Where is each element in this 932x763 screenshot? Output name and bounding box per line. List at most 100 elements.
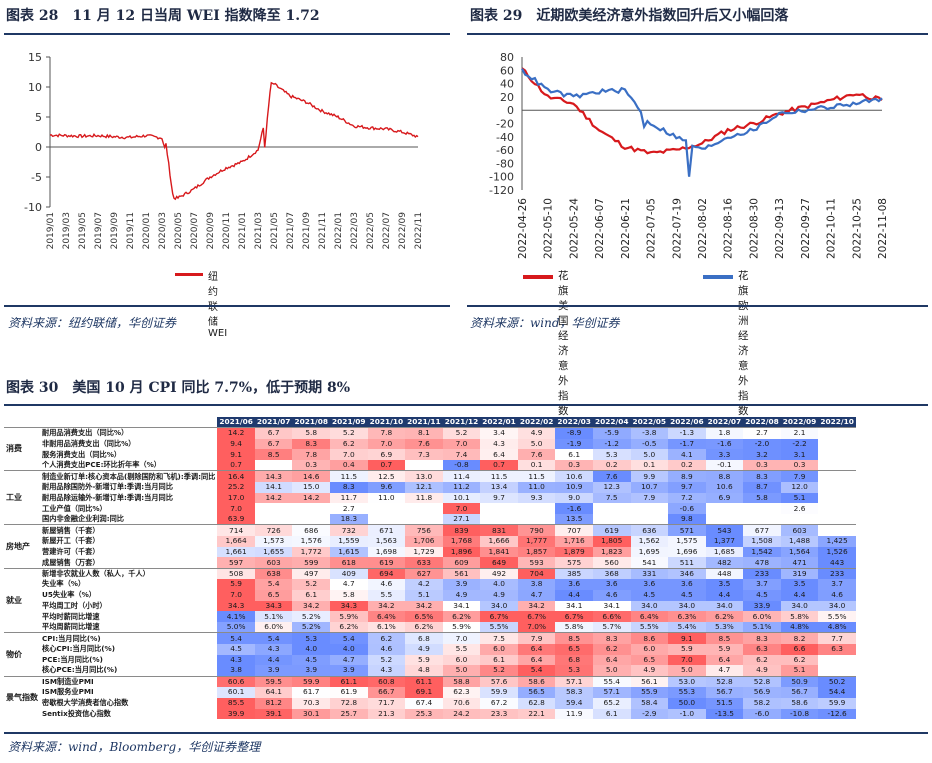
table-cell: 6.0% (254, 622, 293, 633)
table-cell: 4.4 (254, 654, 293, 666)
table-cell: 5.3 (555, 665, 593, 677)
table-cell: 8.5 (705, 632, 744, 644)
table-cell: 6.2% (705, 611, 744, 623)
table-cell: 4.0 (292, 643, 331, 655)
table-cell: 497 (292, 567, 331, 579)
table-cell: 70.3 (292, 697, 331, 709)
table-cell: 7.9 (630, 492, 669, 504)
us-legend-swatch (523, 275, 553, 279)
table-cell: 34.3 (254, 600, 293, 612)
table-cell (818, 665, 856, 676)
table-cell: 2.7 (330, 503, 368, 515)
table-row: 工业产值（同比%） 7.0 2.7 7.0 -1.6 -0.6 2.6 (4, 503, 856, 515)
table-cell: 8.2 (780, 632, 819, 644)
figure-29-source: 资料来源：wind，华创证券 (470, 316, 620, 330)
table-cell: 1,559 (330, 535, 368, 547)
csi-y-tick-label: -60 (496, 144, 514, 157)
table-cell: 4.9 (405, 643, 443, 655)
wei-x-tick-label: 2019/07 (94, 212, 104, 249)
table-cell: 10.6 (555, 470, 593, 482)
table-cell: 1,655 (254, 546, 293, 558)
csi-y-tick-label: -80 (496, 157, 514, 170)
table-row: 密歇根大学消费者信心指数 85.5 81.2 70.3 72.8 71.7 67.4 70.6… (4, 697, 856, 709)
header-indicator (40, 417, 218, 428)
table-cell: 6.5 (555, 643, 593, 655)
table-cell: 11.8 (405, 492, 443, 504)
table-cell: 25.2 (217, 481, 255, 493)
header-month: 2021/11 (405, 417, 443, 428)
table-cell: 0.3 (555, 460, 593, 471)
table-cell: 51.5 (705, 697, 744, 709)
table-cell: 0.2 (668, 460, 706, 471)
table-cell: 34.1 (555, 600, 593, 612)
table-cell (706, 514, 744, 525)
table-cell: 4.5 (743, 589, 781, 601)
table-cell: 1,563 (367, 535, 406, 547)
table-cell: 638 (254, 567, 293, 579)
table-cell: 5.2% (292, 622, 331, 633)
table-cell: 6.7 (254, 427, 293, 439)
table-cell: 1,768 (442, 535, 481, 547)
table-cell: 5.4% (668, 622, 706, 633)
table-cell: 5.2 (367, 654, 406, 666)
table-row: 非耐用品消费支出（同比%） 9.4 6.7 8.3 6.2 7.0 7.6 7.0 4.3 5.0… (4, 438, 856, 450)
table-cell: 25.7 (330, 708, 368, 720)
table-cell: 1,698 (367, 546, 406, 558)
wei-x-tick-label: 2019/11 (126, 212, 136, 249)
table-cell: 319 (780, 567, 819, 579)
table-cell: 5.2 (480, 665, 518, 677)
table-row: 服务消费支出（同比%） 9.1 8.5 7.8 7.0 6.9 7.3 7.4 6.4 7.6 6.… (4, 449, 856, 461)
table-cell: 619 (367, 557, 406, 569)
figure-28-title-rule (4, 33, 450, 35)
table-cell: 6.2 (743, 654, 781, 666)
table-cell: 4.7 (517, 589, 556, 601)
table-cell (743, 514, 781, 525)
table-cell: 12.1 (405, 481, 443, 493)
wei-series-line (49, 81, 419, 201)
table-cell: 33.9 (743, 600, 781, 612)
table-cell: 6.9 (367, 449, 406, 461)
table-cell: 4.9 (442, 589, 481, 601)
table-cell: -2.2 (780, 438, 819, 450)
table-cell: 4.0 (330, 643, 368, 655)
table-cell (593, 503, 631, 514)
table-cell: 6.2 (592, 643, 631, 655)
table-row: 房地产 新屋销售（千套） 714 726 686 732 671 756 839 831 790 70… (4, 524, 856, 569)
table-cell: 6.4 (592, 654, 631, 666)
table-cell: 561 (442, 567, 481, 579)
category-label: 房地产 (4, 524, 40, 569)
table-cell: 8.3 (743, 470, 781, 482)
table-cell: 4.5 (292, 654, 331, 666)
table-cell: 6.1 (555, 449, 593, 461)
table-cell: 59.9 (292, 675, 331, 687)
table-cell (292, 503, 330, 514)
indicator-label: 个人消费支出PCE:环比折年率（%） (42, 460, 161, 470)
table-cell: -3.8 (630, 427, 669, 439)
table-cell: -0.8 (442, 460, 481, 471)
table-cell: 3.9 (330, 665, 368, 677)
table-cell: -1.2 (592, 438, 631, 450)
table-cell: 1,772 (292, 546, 331, 558)
table-cell: 5.9% (330, 611, 368, 623)
table-cell: 7.0 (442, 632, 481, 644)
csi-x-tick-label: 2022-10-11 (826, 198, 838, 259)
table-cell: 1,695 (630, 546, 669, 558)
table-cell: 233 (743, 567, 781, 579)
table-cell: 4.6 (818, 589, 856, 601)
table-cell: 5.4 (517, 665, 556, 677)
table-cell: 72.8 (330, 697, 368, 709)
table-cell: 511 (668, 557, 706, 569)
wei-x-tick-label: 2019/03 (62, 212, 72, 249)
table-cell: 66.7 (367, 686, 406, 698)
eu-legend-swatch (703, 275, 733, 279)
table-cell: 3.9 (442, 578, 481, 590)
table-row: 个人消费支出PCE:环比折年率（%） 0.7 0.3 0.4 0.7 -0.8 0.7 0.1… (4, 460, 856, 471)
category-label: 景气指数 (4, 675, 40, 720)
table-cell: 1,562 (630, 535, 669, 547)
table-cell: 59.9 (818, 697, 856, 709)
table-cell: 3.7 (818, 578, 856, 590)
figure-30-source: 资料来源：wind，Bloomberg，华创证券整理 (8, 740, 261, 754)
table-cell: 58.6 (780, 697, 819, 709)
table-cell: 5.3 (292, 632, 331, 644)
